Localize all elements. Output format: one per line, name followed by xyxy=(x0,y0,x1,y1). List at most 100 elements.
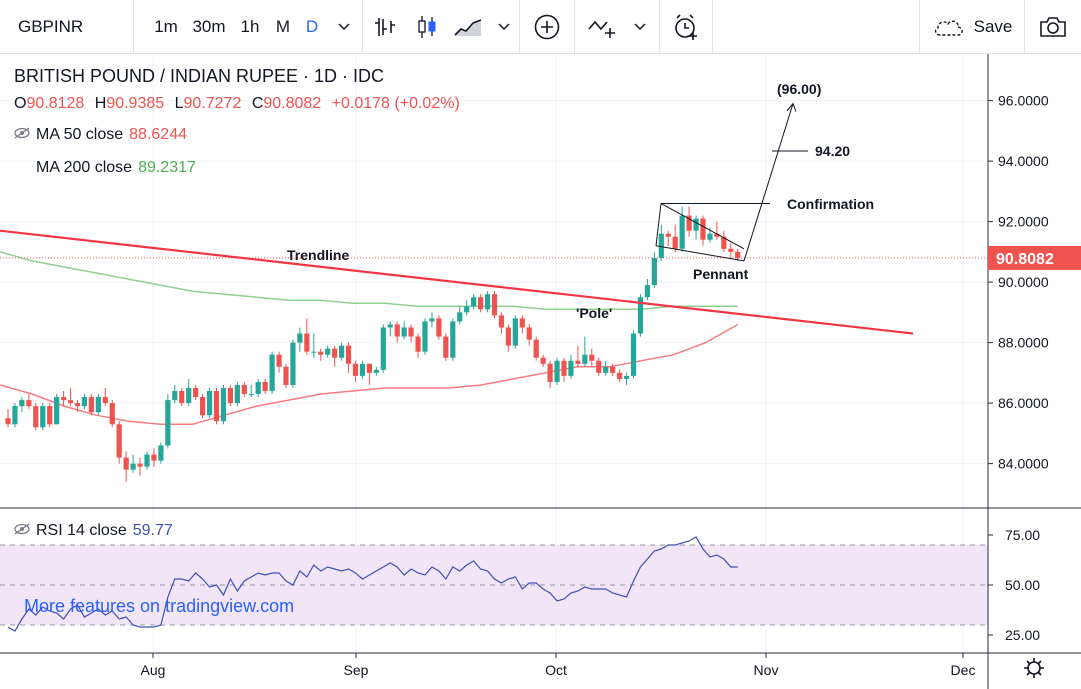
annotation-label: Confirmation xyxy=(787,196,874,212)
rsi-tick-label: 75.00 xyxy=(1005,527,1040,543)
candle xyxy=(123,451,129,482)
eye-icon[interactable] xyxy=(14,522,36,539)
price-axis[interactable]: 84.0000 86.0000 88.0000 90.0000 92.0000 94.00… xyxy=(988,93,1049,472)
candle xyxy=(575,345,581,367)
change-value: +0.0178 (+0.02%) xyxy=(331,95,460,112)
candle xyxy=(255,378,261,398)
candle xyxy=(137,457,143,476)
ma200-legend[interactable]: MA 200 close 89.2317 xyxy=(36,159,196,177)
time-tick-label: Oct xyxy=(545,662,567,678)
price-chart[interactable]: Trendline 'Pole' Pennant Confirmation 94.20 (… xyxy=(0,54,1081,689)
ma50-legend[interactable]: MA 50 close 88.6244 xyxy=(14,126,187,144)
pennant-lower-line xyxy=(655,245,745,262)
candle xyxy=(220,384,227,425)
candle xyxy=(366,363,372,385)
area-icon[interactable] xyxy=(447,0,489,54)
time-axis[interactable]: Aug Sep Oct Nov Dec xyxy=(141,653,976,678)
interval-m-button[interactable]: M xyxy=(275,16,291,36)
projection-arrowhead xyxy=(786,102,797,112)
candle xyxy=(484,291,491,313)
add-indicator-icon[interactable] xyxy=(520,0,574,54)
pennant-drawing xyxy=(655,102,808,262)
candle xyxy=(158,442,164,464)
gear-icon[interactable] xyxy=(1024,658,1044,678)
interval-1h-button[interactable]: 1h xyxy=(240,16,260,36)
candle xyxy=(436,315,442,340)
candle xyxy=(596,357,602,376)
candles-icon[interactable] xyxy=(405,0,447,54)
candle xyxy=(213,387,220,425)
candle xyxy=(130,454,136,473)
interval-d-button[interactable]: D xyxy=(305,16,319,36)
low-label: L xyxy=(174,95,184,112)
watermark-link[interactable]: More features on tradingview.com xyxy=(24,596,295,616)
candle xyxy=(373,366,379,376)
candle xyxy=(735,248,741,261)
price-tick-label: 94.0000 xyxy=(998,153,1049,169)
candle xyxy=(617,369,623,382)
toolbar-divider xyxy=(659,0,660,54)
candle xyxy=(623,372,630,385)
candle xyxy=(568,354,574,379)
alert-icon[interactable] xyxy=(660,0,712,54)
candle xyxy=(665,230,671,246)
toolbar-divider xyxy=(519,0,520,54)
candle xyxy=(394,321,400,343)
candle xyxy=(686,206,692,237)
interval-30m-button[interactable]: 30m xyxy=(192,16,226,36)
cloud-save-icon xyxy=(934,20,963,36)
candle xyxy=(512,315,518,349)
candle xyxy=(464,300,470,316)
candle xyxy=(165,394,171,449)
annotation-label: 94.20 xyxy=(815,143,850,159)
candle xyxy=(491,291,498,319)
candle xyxy=(144,451,150,470)
candle xyxy=(47,403,53,428)
low-value: 90.7272 xyxy=(183,95,242,112)
chevron-down-icon[interactable] xyxy=(629,0,651,54)
ma200-label: MA 200 close xyxy=(36,159,133,176)
rsi-tick-label: 25.00 xyxy=(1005,627,1040,643)
candle xyxy=(276,351,282,373)
candle xyxy=(172,384,178,404)
candle xyxy=(262,378,268,395)
eye-icon[interactable] xyxy=(14,126,36,143)
candle xyxy=(700,215,706,246)
save-button[interactable]: Save xyxy=(920,0,1024,54)
bar-type-icon[interactable] xyxy=(363,0,405,54)
candle xyxy=(241,381,247,398)
symbol-search-button[interactable]: GBPINR xyxy=(0,0,134,54)
candle xyxy=(102,387,108,407)
chevron-down-icon[interactable] xyxy=(326,0,362,54)
toolbar-divider xyxy=(1024,0,1025,54)
candle xyxy=(408,324,414,343)
interval-1m-button[interactable]: 1m xyxy=(154,16,178,36)
compare-icon[interactable] xyxy=(575,0,629,54)
price-tick-label: 86.0000 xyxy=(998,395,1049,411)
rsi-legend[interactable]: RSI 14 close 59.77 xyxy=(14,522,173,540)
pennant-left-line xyxy=(655,203,662,246)
candle xyxy=(651,251,657,289)
annotation-label: (96.00) xyxy=(777,81,821,97)
candle xyxy=(290,339,296,388)
candle xyxy=(589,348,595,367)
candle xyxy=(248,384,254,398)
rsi-level-lines xyxy=(0,544,988,626)
pennant-upper-line xyxy=(660,203,745,250)
candle xyxy=(33,403,39,431)
candle xyxy=(151,448,157,467)
high-label: H xyxy=(94,95,107,112)
candle xyxy=(67,387,74,407)
chevron-down-icon[interactable] xyxy=(489,0,519,54)
candle xyxy=(547,360,553,388)
close-label: C xyxy=(251,95,264,112)
trendline[interactable] xyxy=(0,229,914,335)
ohlc-legend: O90.8128 H90.9385 L90.7272 C90.8082 +0.0… xyxy=(14,95,466,113)
ma50-label: MA 50 close xyxy=(36,126,124,143)
candle xyxy=(269,351,275,395)
open-value: 90.8128 xyxy=(26,95,85,112)
last-price-text: 90.8082 xyxy=(996,251,1054,268)
camera-icon[interactable] xyxy=(1025,0,1081,54)
candle xyxy=(325,345,331,358)
candle xyxy=(519,315,525,334)
